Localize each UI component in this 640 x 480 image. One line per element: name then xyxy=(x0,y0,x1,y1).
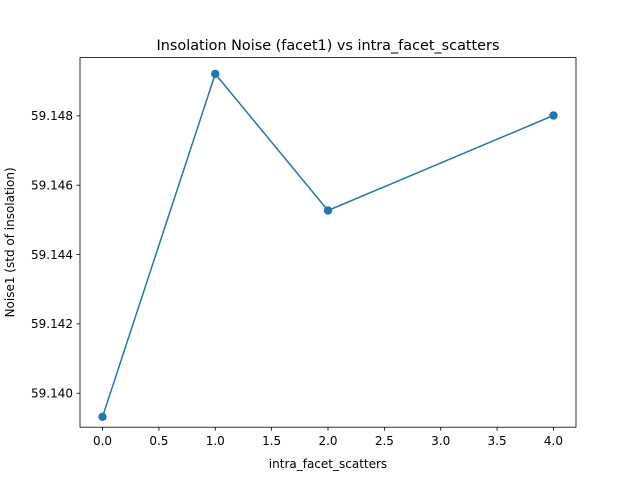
x-axis-title: intra_facet_scatters xyxy=(269,457,387,471)
x-tick-label: 0.0 xyxy=(93,434,112,448)
data-point xyxy=(98,412,107,421)
y-tick-label: 59.142 xyxy=(31,317,73,331)
x-tick-label: 2.0 xyxy=(318,434,337,448)
data-point xyxy=(549,111,558,120)
x-axis: 0.0 0.5 1.0 1.5 2.0 2.5 3.0 3.5 4.0 xyxy=(93,427,563,448)
y-axis: 59.140 59.142 59.144 59.146 59.148 xyxy=(31,109,80,401)
x-tick-label: 0.5 xyxy=(149,434,168,448)
y-tick-label: 59.146 xyxy=(31,178,73,192)
x-tick-label: 4.0 xyxy=(544,434,563,448)
y-axis-title: Noise1 (std of insolation) xyxy=(3,167,17,317)
series-line xyxy=(101,73,554,418)
x-tick-label: 1.0 xyxy=(206,434,225,448)
x-tick-label: 2.5 xyxy=(375,434,394,448)
plot-area xyxy=(98,69,558,421)
y-tick-label: 59.148 xyxy=(31,109,73,123)
y-tick-label: 59.140 xyxy=(31,387,73,401)
y-tick-label: 59.144 xyxy=(31,248,73,262)
data-point xyxy=(211,69,220,79)
x-tick-label: 3.5 xyxy=(488,434,507,448)
data-point xyxy=(323,206,333,215)
x-tick-label: 3.0 xyxy=(431,434,450,448)
chart-title: Insolation Noise (facet1) vs intra_facet… xyxy=(157,38,500,54)
x-tick-label: 1.5 xyxy=(262,434,281,448)
